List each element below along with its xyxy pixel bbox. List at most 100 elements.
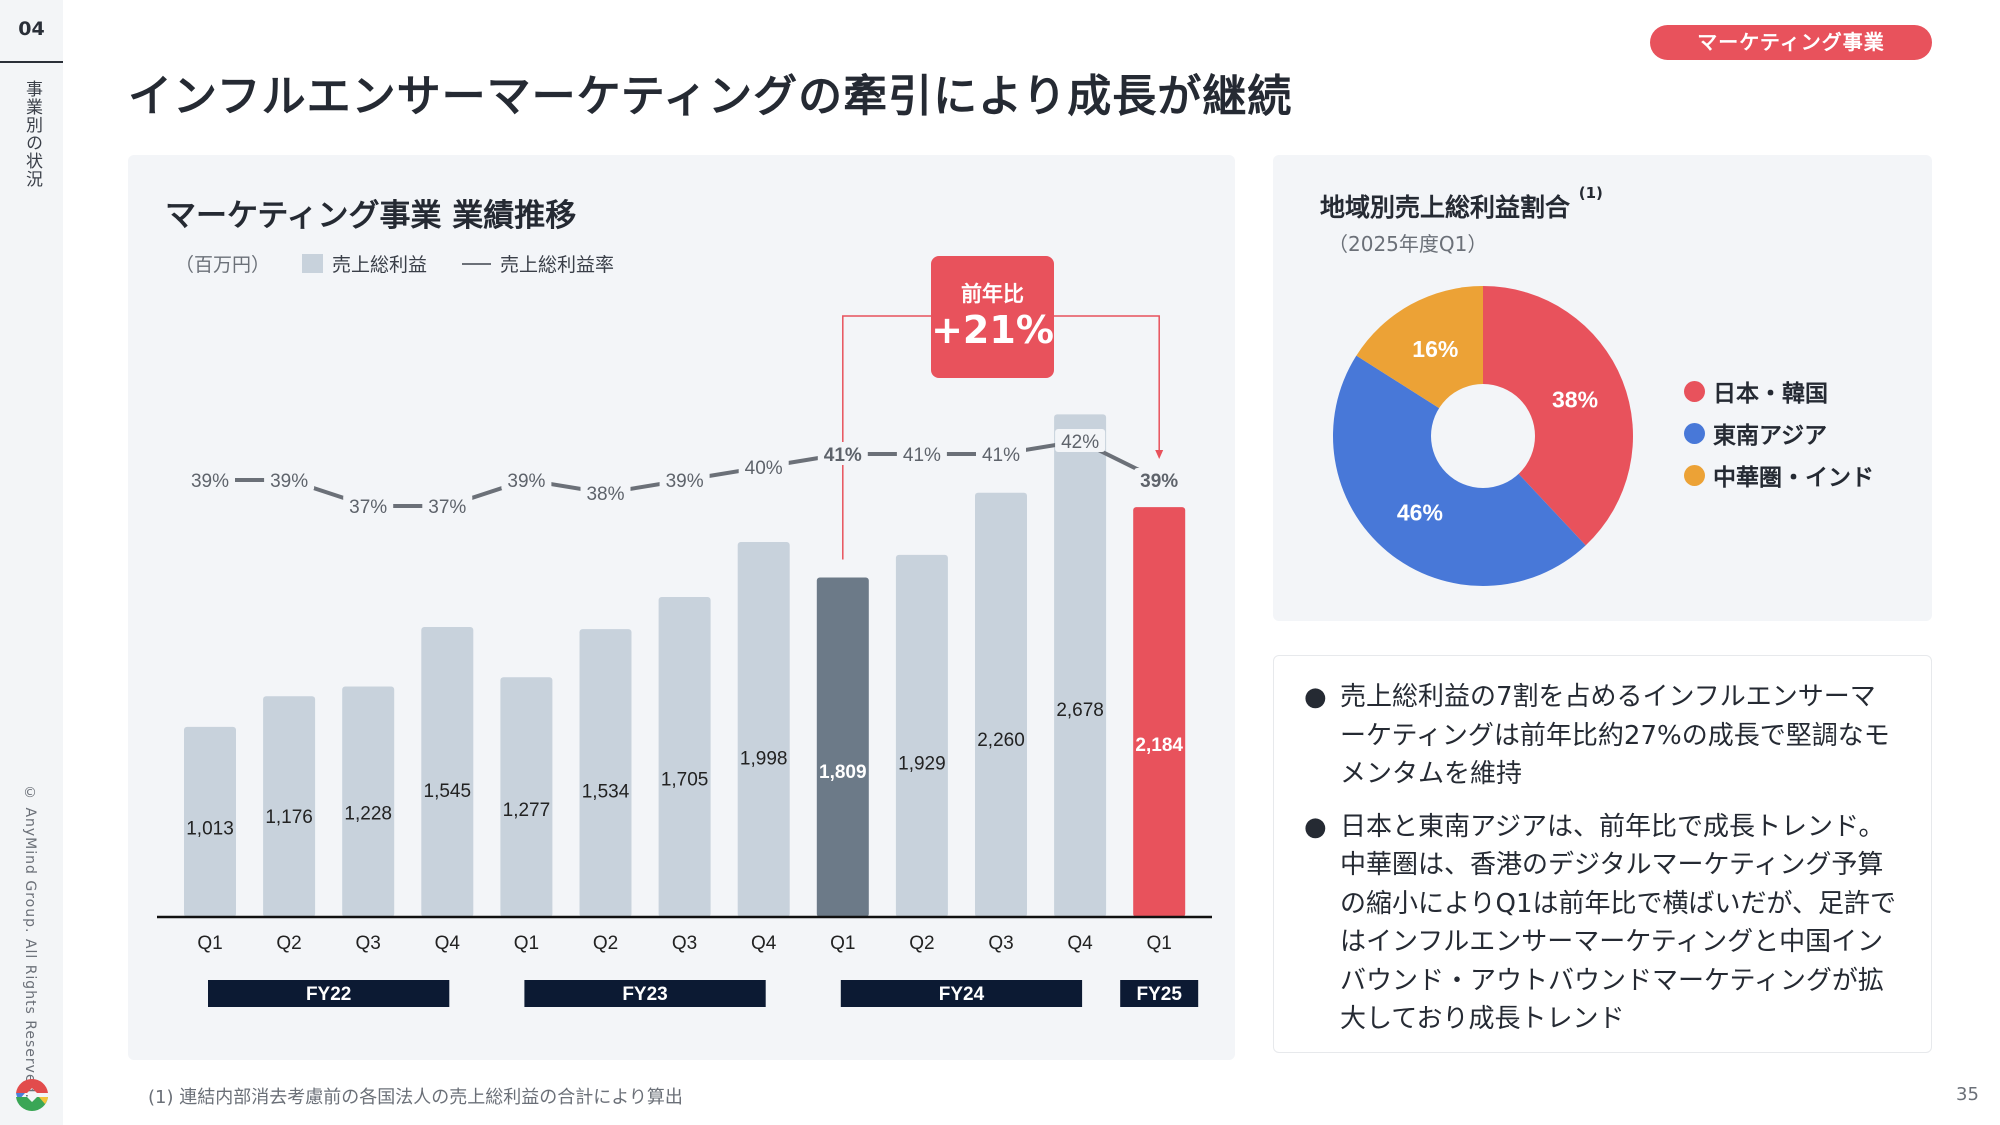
line-value-label: 41% bbox=[824, 445, 862, 466]
legend-dot-china-india bbox=[1684, 464, 1705, 486]
line-label-bg bbox=[896, 442, 947, 465]
bar bbox=[184, 726, 236, 917]
unit-label: （百万円） bbox=[175, 254, 271, 276]
bar bbox=[1133, 507, 1186, 917]
legend-dot-japan-korea bbox=[1684, 380, 1705, 402]
line-value-label: 41% bbox=[903, 445, 941, 466]
line-value-label: 39% bbox=[191, 471, 229, 492]
fiscal-year-band bbox=[1120, 980, 1199, 1007]
yoy-callout-value: +21% bbox=[931, 308, 1054, 352]
anymind-logo-icon bbox=[16, 1078, 48, 1112]
chart-legend: （百万円） 売上総利益 売上総利益率 bbox=[175, 250, 614, 277]
pie-slice-label: 38% bbox=[1552, 387, 1598, 413]
bar-value-label: 1,228 bbox=[344, 803, 392, 824]
fiscal-year-label: FY23 bbox=[622, 984, 667, 1005]
line-label-bg bbox=[817, 442, 868, 465]
line-label-bg bbox=[738, 455, 789, 478]
bar-value-label: 1,998 bbox=[740, 748, 788, 769]
x-tick-label: Q3 bbox=[356, 933, 381, 954]
bar-value-label: 2,260 bbox=[977, 730, 1025, 751]
x-tick-label: Q1 bbox=[830, 933, 855, 954]
bar bbox=[1054, 414, 1107, 917]
bar-value-label: 1,705 bbox=[661, 769, 709, 790]
bar-value-label: 1,545 bbox=[424, 781, 472, 802]
legend-bar-label: 売上総利益 bbox=[332, 254, 428, 276]
bar bbox=[975, 492, 1027, 917]
legend-dot-sea bbox=[1684, 422, 1705, 444]
legend-line-label: 売上総利益率 bbox=[500, 254, 615, 276]
commentary-box bbox=[1273, 655, 1932, 1053]
section-badge: マーケティング事業 bbox=[1650, 25, 1932, 60]
fiscal-year-band bbox=[840, 980, 1083, 1007]
bar bbox=[816, 577, 869, 917]
bullet-item: ● 売上総利益の7割を占めるインフルエンサーマーケティングは前年比約27%の成長… bbox=[1300, 678, 1900, 794]
line-value-label: 39% bbox=[1140, 471, 1178, 492]
bar-value-label: 1,176 bbox=[265, 807, 313, 828]
line-label-bg bbox=[580, 481, 631, 504]
page-title: インフルエンサーマーケティングの牽引により成長が継続 bbox=[128, 71, 1293, 122]
line-value-label: 39% bbox=[270, 471, 308, 492]
pie-slice-label: 16% bbox=[1412, 336, 1458, 362]
pie-slice-label: 46% bbox=[1397, 499, 1443, 525]
x-tick-label: Q4 bbox=[1067, 933, 1093, 954]
line-value-label: 40% bbox=[745, 458, 783, 479]
pie-title-text: 地域別売上総利益割合 bbox=[1320, 193, 1571, 222]
fiscal-year-label: FY24 bbox=[939, 984, 985, 1005]
legend-line-swatch bbox=[462, 262, 492, 265]
line-value-label: 37% bbox=[428, 497, 466, 518]
annotation-connector-left bbox=[842, 315, 931, 560]
line-label-bg bbox=[1055, 429, 1106, 452]
bullet-item: ● 日本と東南アジアは、前年比で成長トレンド。中華圏は、香港のデジタルマーケティ… bbox=[1300, 808, 1900, 1039]
x-tick-label: Q4 bbox=[751, 933, 777, 954]
commentary-bullets: ● 売上総利益の7割を占めるインフルエンサーマーケティングは前年比約27%の成長… bbox=[1300, 678, 1900, 1053]
bar-value-label: 2,184 bbox=[1135, 735, 1183, 756]
donut-hole bbox=[1431, 384, 1535, 488]
line-label-bg bbox=[659, 468, 710, 491]
x-tick-label: Q1 bbox=[197, 933, 222, 954]
yoy-callout-label: 前年比 bbox=[961, 282, 1024, 306]
bar-value-label: 1,277 bbox=[503, 800, 551, 821]
legend-bar-swatch bbox=[302, 254, 324, 273]
fiscal-year-label: FY25 bbox=[1136, 984, 1182, 1005]
line-value-label: 42% bbox=[1061, 432, 1099, 453]
bar bbox=[737, 541, 790, 917]
pie-subtitle: （2025年度Q1） bbox=[1328, 232, 1488, 256]
x-tick-label: Q2 bbox=[909, 933, 934, 954]
bullet-icon: ● bbox=[1304, 811, 1327, 842]
pie-legend-item: 東南アジア bbox=[1684, 412, 1874, 454]
pie-legend-item: 日本・韓国 bbox=[1684, 370, 1874, 412]
section-divider bbox=[0, 61, 63, 63]
bar bbox=[658, 596, 711, 917]
line-value-label: 39% bbox=[666, 471, 704, 492]
x-tick-label: Q2 bbox=[276, 933, 301, 954]
x-tick-label: Q1 bbox=[514, 933, 539, 954]
fiscal-year-label: FY22 bbox=[306, 984, 351, 1005]
line-label-bg bbox=[1134, 468, 1185, 491]
pie-legend-label: 日本・韓国 bbox=[1713, 381, 1828, 407]
pie-title: 地域別売上総利益割合 (1) bbox=[1320, 184, 1603, 224]
fiscal-year-band bbox=[208, 980, 450, 1007]
x-tick-label: Q3 bbox=[988, 933, 1013, 954]
pie-legend-item: 中華圏・インド bbox=[1684, 454, 1874, 496]
line-label-bg bbox=[185, 468, 235, 491]
pie-legend: 日本・韓国 東南アジア 中華圏・インド bbox=[1684, 370, 1874, 496]
pie-legend-label: 東南アジア bbox=[1713, 423, 1828, 449]
line-label-bg bbox=[501, 468, 552, 491]
line-label-bg bbox=[976, 442, 1026, 465]
sidebar: 04 事業別の状況 © AnyMind Group. All Rights Re… bbox=[0, 0, 63, 1125]
bar bbox=[263, 696, 316, 917]
bar-value-label: 1,534 bbox=[582, 782, 630, 803]
fiscal-year-band bbox=[524, 980, 766, 1007]
bar bbox=[421, 627, 474, 917]
bar bbox=[895, 554, 948, 917]
yoy-callout: 前年比 +21% bbox=[931, 256, 1054, 378]
bar-value-label: 1,013 bbox=[186, 819, 234, 840]
bullet-text: 売上総利益の7割を占めるインフルエンサーマーケティングは前年比約27%の成長で堅… bbox=[1340, 682, 1890, 789]
pie-legend-label: 中華圏・インド bbox=[1713, 465, 1874, 491]
x-tick-label: Q3 bbox=[672, 933, 697, 954]
x-tick-label: Q4 bbox=[435, 933, 461, 954]
pie-title-note: (1) bbox=[1578, 184, 1603, 202]
x-tick-label: Q2 bbox=[593, 933, 618, 954]
